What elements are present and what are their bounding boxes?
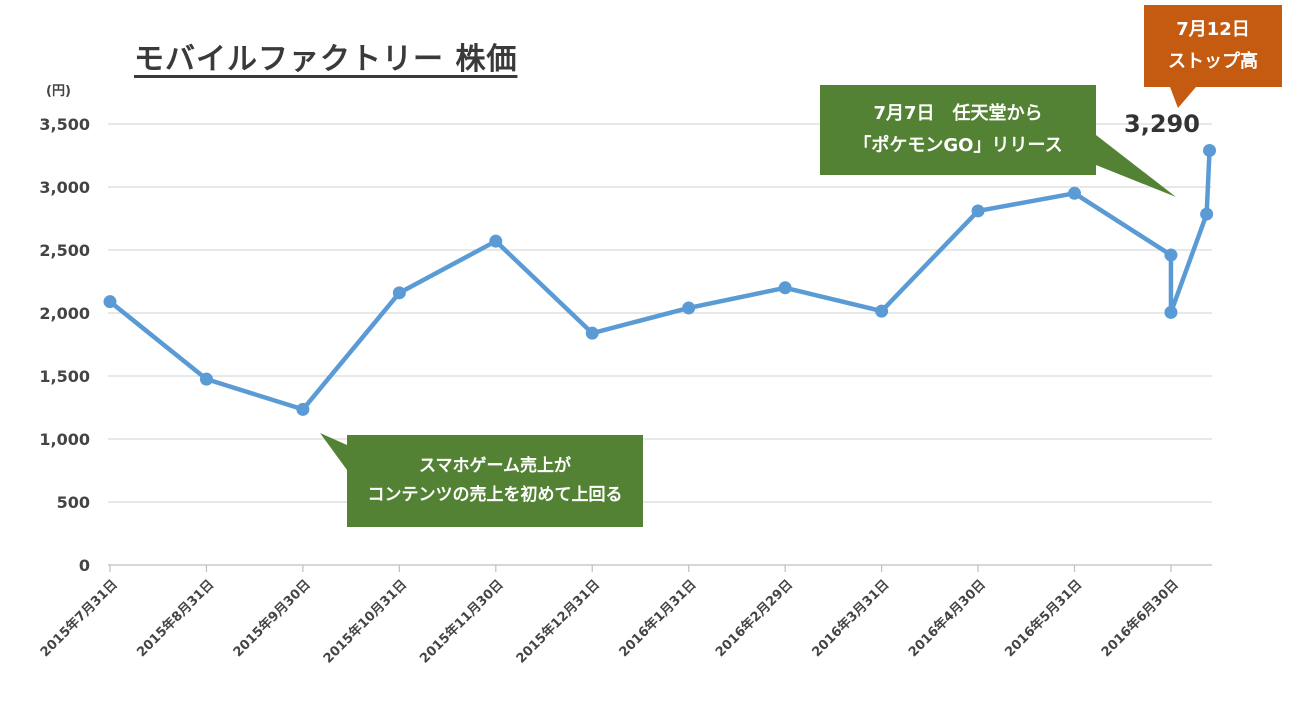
x-tick-label: 2016年4月30日	[905, 577, 989, 661]
y-axis-unit: (円)	[46, 84, 71, 99]
data-point	[489, 234, 503, 248]
y-tick-label: 3,500	[39, 115, 90, 134]
x-axis: 2015年7月31日 2015年8月31日 2015年9月30日 2015年10月31…	[37, 565, 1182, 667]
smartphone-callout-line1: スマホゲーム売上が	[419, 456, 571, 476]
x-tick-label: 2015年7月31日	[37, 577, 121, 661]
pokemon-callout: 7月7日 任天堂から 「ポケモンGO」リリース	[820, 85, 1096, 175]
y-tick-label: 0	[79, 556, 90, 575]
smartphone-callout: スマホゲーム売上が コンテンツの売上を初めて上回る	[347, 435, 643, 527]
chart-title: モバイルファクトリー 株価	[134, 42, 518, 77]
smartphone-callout-line2: コンテンツの売上を初めて上回る	[367, 485, 623, 505]
data-point	[682, 301, 696, 315]
data-point	[103, 295, 117, 309]
x-tick-label: 2016年2月29日	[712, 577, 796, 661]
data-point	[875, 304, 889, 318]
x-tick-label: 2015年11月30日	[417, 577, 507, 667]
y-tick-label: 500	[57, 493, 90, 512]
smartphone-callout-pointer	[320, 433, 347, 470]
grid-lines	[108, 123, 1212, 566]
data-point	[778, 281, 792, 295]
stop-high-callout: 7月12日 ストップ高	[1144, 5, 1282, 87]
stop-high-callout-pointer	[1170, 87, 1196, 108]
y-axis: 0 500 1,000 1,500 2,000 2,500 3,000 3,500	[39, 115, 90, 575]
x-tick-label: 2015年9月30日	[230, 577, 314, 661]
stop-high-callout-line1: 7月12日	[1176, 19, 1250, 40]
x-tick-label: 2015年8月31日	[134, 577, 218, 661]
data-point	[1164, 248, 1178, 262]
data-point	[296, 402, 310, 416]
y-tick-label: 2,000	[39, 304, 90, 323]
callout-pointers	[320, 87, 1196, 470]
data-point	[392, 286, 406, 300]
pokemon-callout-pointer	[1096, 135, 1176, 197]
data-point	[971, 204, 985, 218]
x-tick-label: 2015年12月31日	[513, 577, 603, 667]
y-tick-label: 3,000	[39, 178, 90, 197]
y-tick-label: 1,500	[39, 367, 90, 386]
last-value-label: 3,290	[1124, 110, 1200, 138]
x-tick-label: 2015年10月31日	[320, 577, 410, 667]
y-tick-label: 1,000	[39, 430, 90, 449]
x-tick-label: 2016年1月31日	[616, 577, 700, 661]
data-point	[1200, 207, 1214, 221]
data-point	[1068, 186, 1081, 200]
x-tick-label: 2016年5月31日	[1002, 577, 1086, 661]
data-point	[585, 326, 599, 340]
data-point	[1203, 143, 1217, 157]
pokemon-callout-line1: 7月7日 任天堂から	[873, 103, 1043, 124]
pokemon-callout-line2: 「ポケモンGO」リリース	[853, 135, 1063, 156]
stop-high-callout-line2: ストップ高	[1168, 51, 1258, 72]
x-tick-label: 2016年3月31日	[809, 577, 893, 661]
data-point	[199, 372, 213, 386]
x-tick-label: 2016年6月30日	[1098, 577, 1182, 661]
y-tick-label: 2,500	[39, 241, 90, 260]
price-line	[108, 150, 1212, 412]
data-point	[1164, 305, 1178, 319]
price-series	[103, 143, 1217, 416]
